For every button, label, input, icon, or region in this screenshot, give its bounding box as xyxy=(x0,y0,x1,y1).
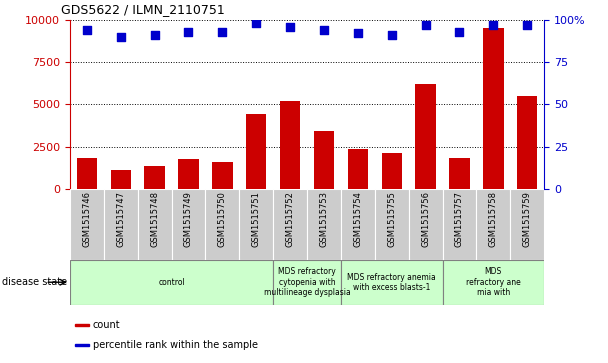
Bar xyxy=(212,162,232,189)
Text: GSM1515746: GSM1515746 xyxy=(82,191,91,247)
Bar xyxy=(483,28,503,189)
Bar xyxy=(145,166,165,189)
Bar xyxy=(449,158,469,189)
Bar xyxy=(314,131,334,189)
Point xyxy=(82,27,92,33)
Bar xyxy=(409,189,443,260)
Bar xyxy=(240,189,273,260)
Text: GSM1515756: GSM1515756 xyxy=(421,191,430,247)
Bar xyxy=(77,158,97,189)
Bar xyxy=(510,189,544,260)
Bar xyxy=(443,189,477,260)
Point xyxy=(251,20,261,26)
Bar xyxy=(171,189,206,260)
Text: control: control xyxy=(158,278,185,287)
Bar xyxy=(273,260,341,305)
Bar xyxy=(70,189,104,260)
Bar xyxy=(280,101,300,189)
Text: GSM1515751: GSM1515751 xyxy=(252,191,261,247)
Bar xyxy=(517,96,537,189)
Text: MDS refractory anemia
with excess blasts-1: MDS refractory anemia with excess blasts… xyxy=(347,273,436,292)
Text: GSM1515749: GSM1515749 xyxy=(184,191,193,247)
Text: GSM1515753: GSM1515753 xyxy=(319,191,328,247)
Point xyxy=(387,32,396,38)
Bar xyxy=(137,189,171,260)
Text: percentile rank within the sample: percentile rank within the sample xyxy=(92,340,258,350)
Text: GDS5622 / ILMN_2110751: GDS5622 / ILMN_2110751 xyxy=(61,3,225,16)
Text: GSM1515757: GSM1515757 xyxy=(455,191,464,247)
Bar xyxy=(443,260,544,305)
Bar xyxy=(382,153,402,189)
Point xyxy=(522,22,532,28)
Text: MDS
refractory ane
mia with: MDS refractory ane mia with xyxy=(466,267,520,297)
Bar xyxy=(307,189,341,260)
Bar xyxy=(273,189,307,260)
Bar xyxy=(75,344,89,346)
Point xyxy=(319,27,329,33)
Point xyxy=(421,22,430,28)
Bar xyxy=(341,260,443,305)
Bar xyxy=(75,324,89,326)
Text: count: count xyxy=(92,320,120,330)
Text: GSM1515755: GSM1515755 xyxy=(387,191,396,247)
Text: disease state: disease state xyxy=(2,277,67,287)
Bar xyxy=(246,114,266,189)
Text: GSM1515750: GSM1515750 xyxy=(218,191,227,247)
Point xyxy=(116,34,126,40)
Point xyxy=(488,22,498,28)
Point xyxy=(218,29,227,35)
Bar xyxy=(206,189,240,260)
Bar xyxy=(111,170,131,189)
Text: GSM1515759: GSM1515759 xyxy=(523,191,532,247)
Bar xyxy=(415,84,436,189)
Point xyxy=(184,29,193,35)
Bar xyxy=(348,149,368,189)
Text: GSM1515748: GSM1515748 xyxy=(150,191,159,247)
Bar xyxy=(341,189,375,260)
Text: GSM1515747: GSM1515747 xyxy=(116,191,125,247)
Text: GSM1515758: GSM1515758 xyxy=(489,191,498,247)
Point xyxy=(353,30,363,36)
Bar xyxy=(375,189,409,260)
Bar xyxy=(70,260,273,305)
Point xyxy=(455,29,465,35)
Point xyxy=(285,24,295,30)
Bar xyxy=(104,189,137,260)
Bar xyxy=(477,189,510,260)
Bar xyxy=(178,159,199,189)
Text: MDS refractory
cytopenia with
multilineage dysplasia: MDS refractory cytopenia with multilinea… xyxy=(264,267,350,297)
Text: GSM1515754: GSM1515754 xyxy=(353,191,362,247)
Point xyxy=(150,32,159,38)
Text: GSM1515752: GSM1515752 xyxy=(286,191,295,247)
